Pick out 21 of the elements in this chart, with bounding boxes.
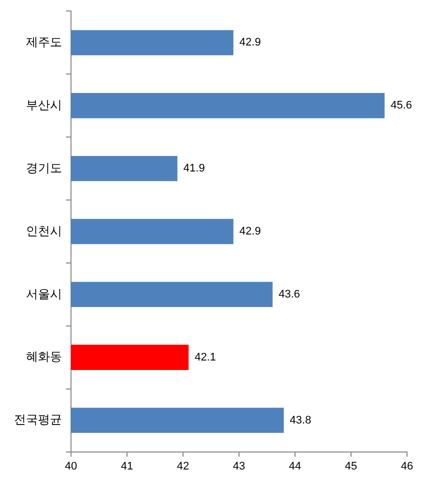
y-tick-label: 인천시	[26, 224, 62, 238]
x-tick-label: 40	[64, 460, 78, 472]
y-tick-label: 제주도	[26, 34, 62, 49]
data-label: 41.9	[183, 162, 205, 175]
data-label: 42.1	[194, 351, 216, 364]
x-tick-label: 43	[232, 460, 246, 472]
y-tick-label: 경기도	[26, 160, 62, 175]
x-tick-label: 41	[120, 460, 134, 472]
data-label: 43.8	[290, 414, 312, 426]
y-tick-label: 혜화동	[26, 350, 62, 364]
x-tick-label: 46	[400, 460, 414, 472]
data-label: 43.6	[278, 288, 300, 300]
x-tick-label: 42	[176, 460, 190, 472]
y-tick-label: 서울시	[26, 286, 62, 301]
y-tick-label: 부산시	[26, 98, 62, 112]
data-label: 42.9	[239, 36, 261, 49]
x-tick-label: 45	[344, 460, 358, 472]
data-label: 42.9	[239, 226, 261, 238]
y-tick-label: 전국평균	[14, 412, 62, 427]
data-label: 45.6	[390, 100, 412, 112]
x-tick-label: 44	[288, 460, 302, 472]
